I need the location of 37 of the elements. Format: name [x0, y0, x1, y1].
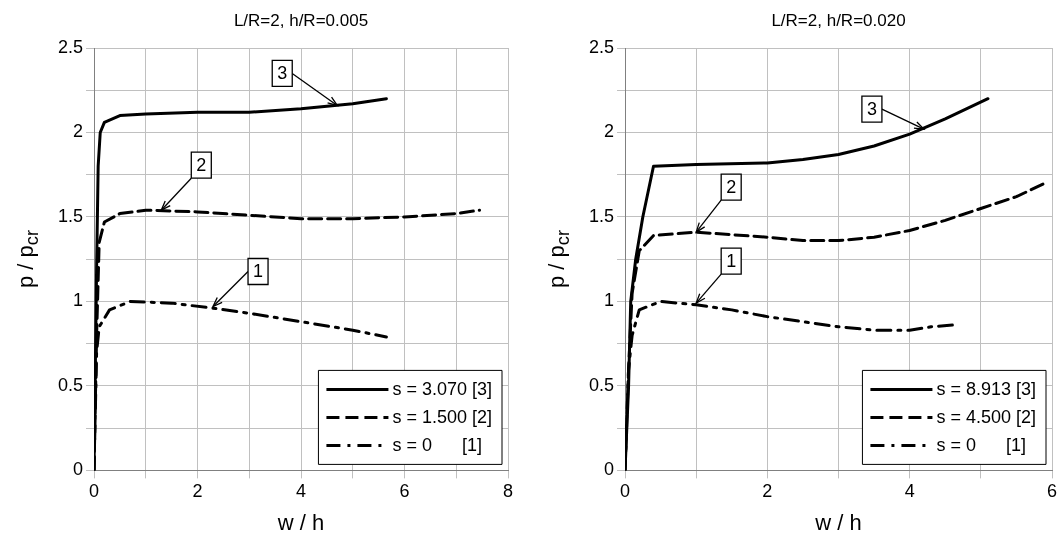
x-tick-label: 8 — [502, 481, 514, 502]
annotation: 2 — [726, 177, 737, 198]
y-tick-label: 2.5 — [588, 36, 615, 57]
annotation: 1 — [253, 261, 264, 282]
annotation: 3 — [866, 99, 877, 120]
legend-label: s = 3.070 [3] — [392, 379, 493, 400]
y-tick-label: 0 — [604, 459, 615, 480]
x-tick-label: 0 — [89, 481, 100, 502]
y-tick-label: 1.5 — [588, 205, 615, 226]
y-tick-label: 2 — [73, 121, 84, 142]
legend-label: s = 4.500 [2] — [936, 407, 1037, 428]
annotation: 1 — [726, 251, 737, 272]
legend-label: s = 0 [1] — [392, 435, 482, 456]
y-tick-label: 1 — [73, 290, 84, 311]
x-tick-label: 4 — [296, 481, 307, 502]
x-axis-title: w / h — [276, 510, 325, 536]
x-tick-label: 6 — [1046, 481, 1058, 502]
y-tick-label: 0.5 — [588, 374, 615, 395]
chart-title: L/R=2, h/R=0.005 — [233, 11, 369, 30]
annotation: 2 — [196, 155, 207, 176]
y-tick-label: 2.5 — [57, 36, 84, 57]
chart-title: L/R=2, h/R=0.020 — [771, 11, 906, 30]
x-tick-label: 2 — [762, 481, 773, 502]
legend-label: s = 1.500 [2] — [392, 407, 493, 428]
y-tick-label: 0 — [73, 459, 84, 480]
y-tick-label: 1 — [604, 290, 615, 311]
y-tick-label: 1.5 — [57, 205, 84, 226]
x-axis-title: w / h — [814, 510, 862, 536]
x-tick-label: 2 — [192, 481, 203, 502]
x-tick-label: 0 — [620, 481, 631, 502]
annotation: 3 — [277, 63, 288, 84]
x-tick-label: 6 — [399, 481, 410, 502]
x-tick-label: 4 — [904, 481, 915, 502]
legend-label: s = 0 [1] — [936, 435, 1026, 456]
y-tick-label: 0.5 — [57, 374, 84, 395]
y-tick-label: 2 — [604, 121, 615, 142]
legend-label: s = 8.913 [3] — [936, 379, 1037, 400]
